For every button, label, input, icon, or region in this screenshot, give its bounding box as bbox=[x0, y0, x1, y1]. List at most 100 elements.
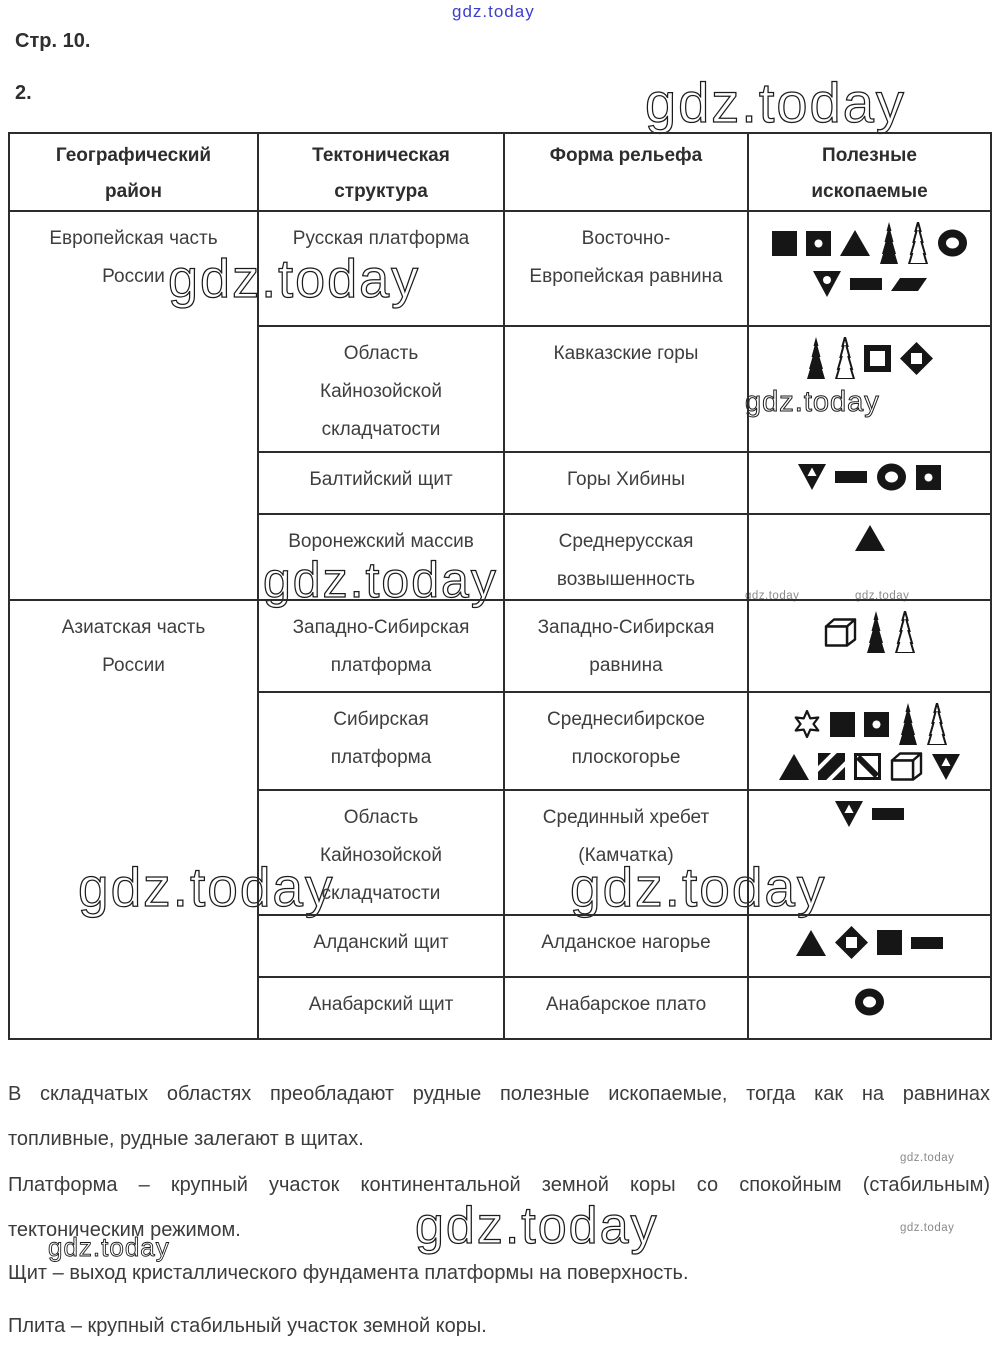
square-dot-icon bbox=[805, 230, 831, 256]
table-header-row: Географический район Тектоническая струк… bbox=[8, 132, 992, 212]
cell-structure: Воронежский массив bbox=[257, 513, 505, 601]
triangle-filled-icon bbox=[779, 753, 809, 780]
cell-structure: Западно-Сибирская платформа bbox=[257, 599, 505, 693]
note-folded-areas-line2: топливные, рудные залегают в щитах. bbox=[8, 1128, 364, 1150]
table-row: Балтийский щит Горы Хибины bbox=[9, 451, 992, 515]
cube-icon bbox=[824, 617, 857, 647]
square-filled-icon bbox=[829, 711, 855, 737]
cube-icon bbox=[890, 752, 923, 781]
square-filled-icon bbox=[877, 930, 902, 955]
triangle-down-dot-icon bbox=[812, 271, 841, 297]
cell-structure: Алданский щит bbox=[257, 914, 505, 978]
table-row: Воронежский массив Среднерусская возвыше… bbox=[9, 513, 992, 601]
tectonics-table-wrapper: Географический район Тектоническая струк… bbox=[8, 132, 992, 1040]
table-row: Азиатская часть России Западно-Сибирская… bbox=[8, 599, 992, 1040]
spire-filled-icon bbox=[879, 222, 899, 264]
square-dot-icon bbox=[916, 464, 941, 490]
cell-relief: Западно-Сибирская равнина bbox=[503, 599, 749, 693]
mineral-symbols-line bbox=[753, 926, 986, 959]
mineral-symbols-line bbox=[753, 611, 986, 653]
header-tectonic-structure: Тектоническая структура bbox=[257, 132, 505, 212]
cell-relief: Кавказские горы bbox=[503, 325, 749, 453]
cell-structure: Область Кайнозойской складчатости bbox=[257, 325, 505, 453]
watermark: gdz.today bbox=[900, 1152, 955, 1164]
header-minerals: Полезные ископаемые bbox=[747, 132, 992, 212]
spire-filled-icon bbox=[898, 703, 918, 745]
mineral-symbols-line bbox=[753, 337, 986, 379]
square-diagonal-icon bbox=[854, 753, 881, 780]
square-outline-icon bbox=[864, 344, 891, 372]
mineral-symbols-line bbox=[753, 463, 986, 491]
square-filled-icon bbox=[771, 230, 797, 256]
mineral-symbols-line bbox=[753, 988, 986, 1016]
cell-relief: Анабарское плато bbox=[503, 976, 749, 1040]
table-row: Область Кайнозойской складчатости Кавказ… bbox=[9, 325, 992, 453]
spire-filled-icon bbox=[866, 611, 886, 653]
mineral-symbols-line bbox=[753, 222, 986, 264]
note-platform-definition-line2: тектоническим режимом. bbox=[8, 1219, 241, 1241]
cell-minerals bbox=[747, 976, 992, 1040]
table-row: Алданский щит Алданское нагорье bbox=[9, 914, 992, 978]
task-number-label: 2. bbox=[15, 82, 32, 104]
table-row: Европейская часть России Русская платфор… bbox=[8, 210, 992, 601]
note-plate-definition: Плита – крупный стабильный участок земно… bbox=[8, 1315, 487, 1337]
triangle-down-hole-icon bbox=[932, 753, 960, 780]
cell-relief: Срединный хребет (Камчатка) bbox=[503, 789, 749, 916]
cell-structure: Балтийский щит bbox=[257, 451, 505, 515]
cell-minerals bbox=[747, 789, 992, 916]
cell-minerals bbox=[747, 599, 992, 693]
triangle-filled-icon bbox=[796, 929, 826, 956]
header-relief-form: Форма рельефа bbox=[503, 132, 749, 212]
cell-minerals bbox=[747, 325, 992, 453]
diamond-square-hole-icon bbox=[835, 926, 868, 959]
watermark: gdz.today bbox=[452, 2, 535, 21]
cell-relief: Восточно- Европейская равнина bbox=[503, 210, 749, 327]
triangle-filled-icon bbox=[839, 230, 870, 256]
tectonics-table: Географический район Тектоническая струк… bbox=[8, 132, 992, 1040]
mineral-symbols-line bbox=[753, 703, 986, 745]
parallelogram-icon bbox=[890, 277, 927, 291]
cell-relief: Среднесибирское плоскогорье bbox=[503, 691, 749, 791]
spire-outline-icon bbox=[907, 222, 928, 264]
ring-icon bbox=[937, 229, 968, 257]
cell-structure: Анабарский щит bbox=[257, 976, 505, 1040]
star6-outline-icon bbox=[793, 709, 821, 739]
ring-icon bbox=[854, 988, 885, 1016]
square-hatched-icon bbox=[818, 753, 845, 780]
watermark: gdz.today bbox=[644, 70, 906, 134]
spire-filled-icon bbox=[806, 337, 826, 379]
note-platform-definition-line1: Платформа – крупный участок континенталь… bbox=[8, 1174, 990, 1196]
cell-minerals bbox=[747, 914, 992, 978]
spire-outline-icon bbox=[895, 611, 915, 653]
square-dot-icon bbox=[863, 711, 889, 737]
mineral-symbols-line bbox=[753, 271, 986, 297]
note-folded-areas-line1: В складчатых областях преобладают рудные… bbox=[8, 1083, 990, 1105]
cell-relief: Алданское нагорье bbox=[503, 914, 749, 978]
spire-outline-icon bbox=[926, 703, 947, 745]
page-number-label: Стр. 10. bbox=[15, 30, 91, 52]
cell-minerals bbox=[747, 513, 992, 601]
cell-region-european: Европейская часть России bbox=[8, 210, 259, 601]
bar-icon bbox=[872, 808, 904, 820]
spire-outline-icon bbox=[835, 337, 855, 379]
cell-relief: Среднерусская возвышенность bbox=[503, 513, 749, 601]
triangle-down-hole-icon bbox=[835, 801, 863, 827]
cell-structure: Сибирская платформа bbox=[257, 691, 505, 791]
table-row: Область Кайнозойской складчатости Средин… bbox=[9, 789, 992, 916]
diamond-square-hole-icon bbox=[900, 341, 933, 375]
bar-icon bbox=[911, 936, 943, 949]
table-row: Сибирская платформа Среднесибирское плос… bbox=[9, 691, 992, 791]
note-shield-definition: Щит – выход кристаллического фундамента … bbox=[8, 1262, 689, 1284]
cell-relief: Горы Хибины bbox=[503, 451, 749, 515]
ring-icon bbox=[876, 463, 907, 491]
cell-structure: Область Кайнозойской складчатости bbox=[257, 789, 505, 916]
bar-icon bbox=[849, 278, 882, 290]
triangle-filled-icon bbox=[854, 525, 885, 551]
cell-region-asian: Азиатская часть России bbox=[8, 599, 259, 1040]
table-row: Анабарский щит Анабарское плато bbox=[9, 976, 992, 1040]
header-geographic-region: Географический район bbox=[8, 132, 259, 212]
cell-structure: Русская платформа bbox=[257, 210, 505, 327]
cell-minerals bbox=[747, 210, 992, 327]
mineral-symbols-line bbox=[753, 525, 986, 551]
